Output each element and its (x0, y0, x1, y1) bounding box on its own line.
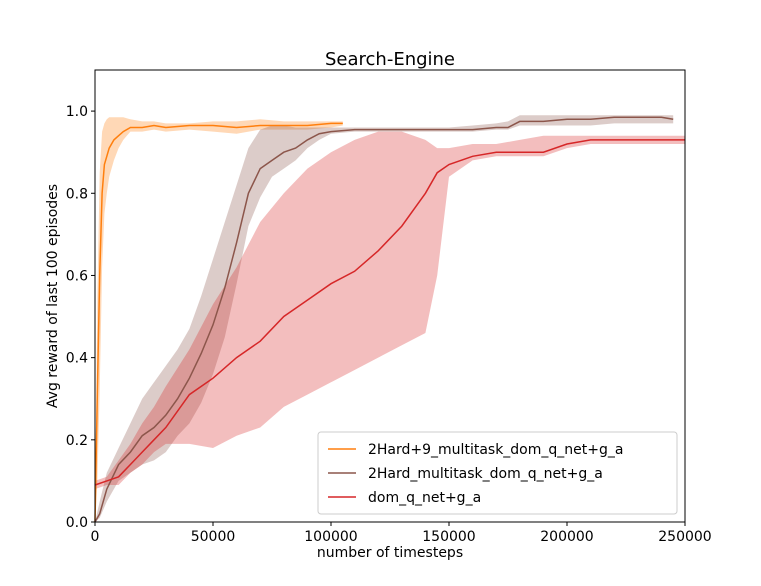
x-tick-label: 50000 (191, 529, 236, 545)
x-axis-label: number of timesteps (317, 545, 463, 561)
series-line-1 (94, 116, 674, 523)
confidence-bands (95, 115, 685, 523)
x-axis-ticks: 0 50000 100000 150000 200000 250000 (91, 522, 712, 545)
legend-label-1: 2Hard_multitask_dom_q_net+g_a (368, 466, 603, 482)
legend: 2Hard+9_multitask_dom_q_net+g_a 2Hard_mul… (317, 431, 678, 515)
chart-title: Search-Engine (325, 49, 455, 70)
y-axis-ticks: 0.0 0.2 0.4 0.6 0.8 1.0 (66, 104, 95, 531)
legend-label-2: dom_q_net+g_a (368, 490, 481, 506)
y-tick-label: 0.0 (66, 515, 88, 531)
plot-frame (94, 69, 686, 523)
x-tick-label: 150000 (422, 529, 475, 545)
y-tick-label: 0.2 (66, 433, 88, 449)
series-band-2 (95, 131, 685, 490)
series-band-1 (95, 115, 674, 522)
x-tick-label: 250000 (658, 529, 711, 545)
x-tick-label: 200000 (540, 529, 593, 545)
y-tick-label: 0.4 (66, 351, 88, 367)
y-axis-label: Avg reward of last 100 episodes (45, 184, 61, 408)
y-tick-label: 0.8 (66, 186, 88, 202)
legend-label-0: 2Hard+9_multitask_dom_q_net+g_a (368, 442, 623, 458)
x-tick-label: 0 (91, 529, 100, 545)
y-tick-label: 1.0 (66, 104, 88, 120)
x-tick-label: 100000 (304, 529, 357, 545)
y-tick-label: 0.6 (66, 268, 88, 284)
legend-box (317, 431, 678, 515)
series-line-0 (94, 122, 343, 523)
series-line-2 (94, 139, 685, 486)
series-lines (94, 116, 685, 523)
